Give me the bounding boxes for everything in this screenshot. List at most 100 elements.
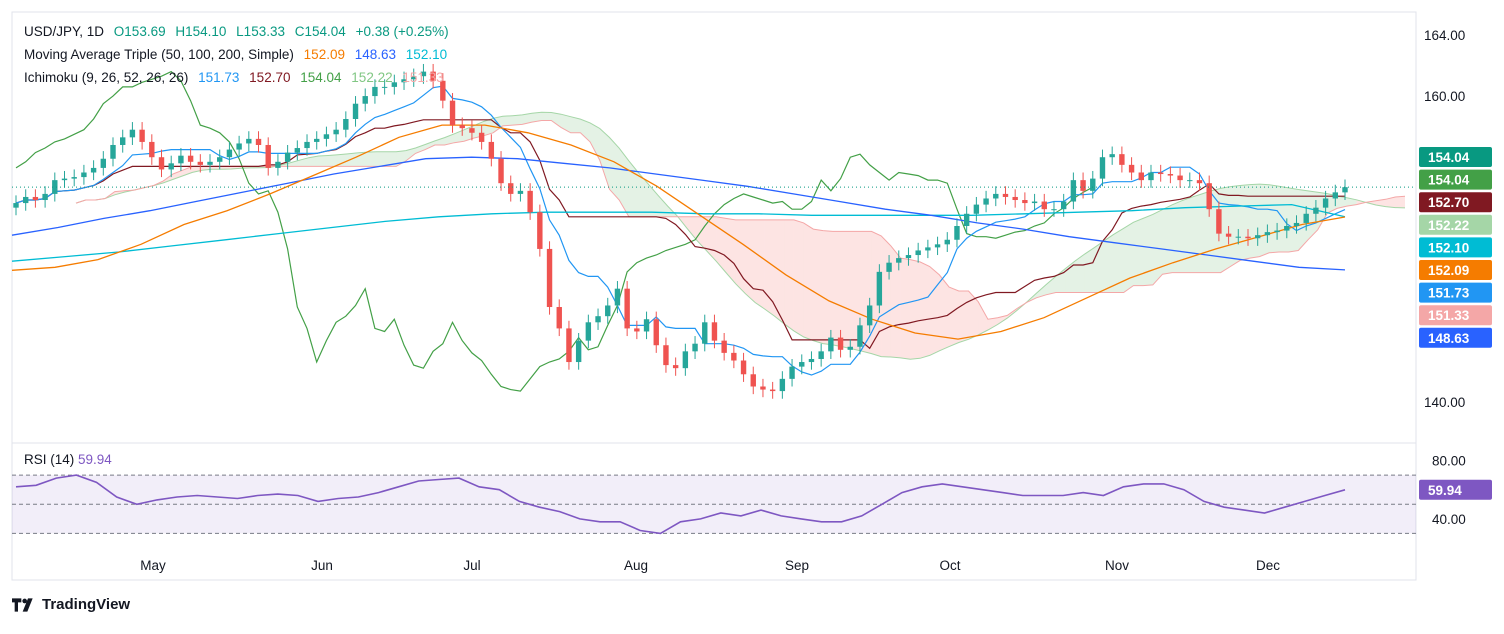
candle-body <box>595 316 601 323</box>
cloud-segment <box>1162 204 1173 275</box>
candle-body <box>566 328 572 363</box>
candle-body <box>711 322 718 341</box>
candle-body <box>1303 213 1309 223</box>
cloud-segment <box>192 166 203 173</box>
symbol-label[interactable]: USD/JPY, 1D <box>24 24 105 39</box>
candle-body <box>624 288 630 329</box>
cloud-segment <box>919 261 930 359</box>
cloud-segment <box>1172 200 1182 273</box>
candle-body <box>246 138 252 144</box>
candle-body <box>110 144 116 159</box>
cloud-segment <box>716 216 726 273</box>
conversion-line <box>15 85 1346 376</box>
candle-body <box>614 288 621 306</box>
rsi-legend: RSI (14) 59.94 <box>24 452 112 467</box>
candle-body <box>954 226 960 240</box>
candle-body <box>120 137 126 145</box>
candle-body <box>1284 226 1290 231</box>
rsi-tick-1: 40.00 <box>1432 512 1466 527</box>
candle-body <box>1216 209 1222 234</box>
cloud-segment <box>755 219 765 310</box>
cloud-segment <box>910 259 920 360</box>
cloud-segment <box>211 166 222 170</box>
candle-body <box>139 129 145 142</box>
ichimoku-label[interactable]: Ichimoku (9, 26, 52, 26, 26) <box>24 70 189 85</box>
cloud-segment <box>1065 260 1076 293</box>
candle-body <box>1274 230 1280 233</box>
candle-body <box>944 239 950 245</box>
tradingview-logo[interactable]: TradingView <box>12 596 130 613</box>
candle-body <box>828 337 834 352</box>
candle-body <box>983 198 989 205</box>
x-tick-jun: Jun <box>311 558 333 573</box>
cloud-segment <box>638 172 649 217</box>
candle-body <box>197 161 204 165</box>
candle-body <box>740 360 747 375</box>
ma-label[interactable]: Moving Average Triple (50, 100, 200, Sim… <box>24 47 294 62</box>
cloud-segment <box>735 219 746 294</box>
cloud-segment <box>1181 197 1192 273</box>
candle-body <box>255 138 262 145</box>
cloud-segment <box>822 230 833 345</box>
candle-body <box>546 248 553 308</box>
cloud-segment <box>318 155 329 167</box>
price-label-bg <box>1419 147 1492 167</box>
rsi-label[interactable]: RSI (14) <box>24 452 75 467</box>
candle-body <box>808 358 815 363</box>
candle-body <box>973 204 980 214</box>
candle-body <box>333 129 339 135</box>
candle-body <box>527 190 533 213</box>
cloud-segment <box>405 148 416 162</box>
cloud-segment <box>1269 184 1279 253</box>
candle-body <box>32 196 39 201</box>
candle-body <box>236 143 242 150</box>
candle-body <box>1342 187 1348 193</box>
candle-body <box>459 125 465 129</box>
candle-body <box>1157 172 1164 175</box>
candle-body <box>1041 201 1047 210</box>
candle-body <box>760 386 766 390</box>
candle-body <box>217 157 223 162</box>
cloud-segment <box>570 116 581 133</box>
cloud-segment <box>512 114 523 126</box>
cloud-segment <box>590 122 600 161</box>
price-label-bg <box>1419 237 1492 258</box>
cloud-segment <box>1337 196 1347 209</box>
candle-body <box>682 351 689 369</box>
lagging-span-line <box>15 70 1094 392</box>
candle-body <box>818 351 824 359</box>
candle-body <box>42 193 48 201</box>
candle-body <box>23 196 29 204</box>
cloud-segment <box>444 133 455 145</box>
cloud-segment <box>842 231 853 349</box>
ohlc-legend: USD/JPY, 1D O153.69 H154.10 L153.33 C154… <box>24 24 455 39</box>
cloud-segment <box>1143 214 1153 286</box>
cloud-segment <box>968 290 979 340</box>
candle-body <box>1080 180 1086 191</box>
candle-body <box>517 190 524 194</box>
candle-body <box>343 119 349 130</box>
candle-body <box>876 271 883 306</box>
candle-body <box>81 172 87 178</box>
candle-body <box>168 163 174 170</box>
candle-body <box>1322 198 1329 208</box>
cloud-segment <box>987 317 998 331</box>
candle-body <box>1012 196 1018 201</box>
candle-body <box>498 158 504 184</box>
cloud-segment <box>182 166 193 176</box>
cloud-segment <box>1375 199 1386 207</box>
candle-body <box>779 378 786 392</box>
candle-body <box>896 258 902 263</box>
candle-body <box>149 141 155 158</box>
base-line <box>15 119 1345 350</box>
candle-body <box>352 103 359 119</box>
candle-body <box>1235 236 1241 238</box>
low-value: L153.33 <box>236 24 285 39</box>
candle-body <box>284 152 291 162</box>
cloud-segment <box>997 315 1008 325</box>
rsi-tick-0: 80.00 <box>1432 454 1466 469</box>
candle-body <box>585 322 592 341</box>
cloud-segment <box>1288 187 1299 252</box>
candle-body <box>440 80 446 101</box>
